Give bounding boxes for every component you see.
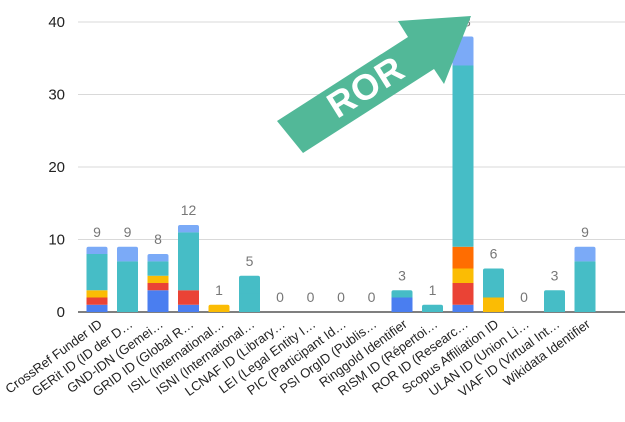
bar-segment xyxy=(178,232,199,291)
bar-segment xyxy=(86,290,108,298)
bar-segment xyxy=(86,304,108,312)
bar-total-label: 0 xyxy=(368,289,376,305)
bar-total-label: 0 xyxy=(520,289,528,305)
bar-segment xyxy=(452,304,474,312)
bar-segment xyxy=(391,297,413,312)
bar-total-label: 0 xyxy=(337,289,345,305)
bar-segment xyxy=(452,283,474,305)
y-tick-label: 10 xyxy=(48,232,65,249)
y-tick-label: 30 xyxy=(48,87,65,104)
bar-segment-fill xyxy=(86,250,108,254)
bar-segment-fill xyxy=(117,254,138,262)
y-tick-label: 40 xyxy=(48,14,65,31)
bar-segment-fill xyxy=(574,254,596,262)
bar-segment-fill xyxy=(452,51,474,66)
y-tick-label: 0 xyxy=(57,304,65,321)
bar-segment-fill xyxy=(544,301,565,312)
bar-total-label: 3 xyxy=(551,267,559,283)
bar-segment-fill xyxy=(483,283,504,298)
bar-segment xyxy=(117,261,138,312)
bar-total-label: 0 xyxy=(276,289,284,305)
bar-total-label: 0 xyxy=(307,289,315,305)
bars xyxy=(86,36,596,312)
bar-segment-fill xyxy=(178,228,199,233)
bar-segment xyxy=(452,65,474,247)
ror-annotation-arrow: ROR xyxy=(277,16,471,153)
bar-segment-fill xyxy=(147,257,169,262)
gridlines xyxy=(78,21,625,313)
bar-segment-fill xyxy=(422,308,443,312)
bar-total-label: 3 xyxy=(398,267,406,283)
bar-total-label: 6 xyxy=(490,246,498,262)
bar-segment-fill xyxy=(208,308,230,312)
bar-total-label: 9 xyxy=(93,224,101,240)
bar-total-label: 9 xyxy=(581,224,589,240)
bar-total-label: 5 xyxy=(246,253,254,269)
bar-segment xyxy=(574,261,596,312)
bar-segment xyxy=(178,290,199,305)
arrow-shape xyxy=(277,16,471,153)
y-tick-label: 20 xyxy=(48,159,65,176)
bar-total-label: 1 xyxy=(215,282,223,298)
bar-total-label: 8 xyxy=(154,231,162,247)
bar-segment-fill xyxy=(239,293,260,312)
bar-segment xyxy=(483,297,504,312)
y-axis: 0 10 20 30 40 xyxy=(48,14,65,321)
bar-segment xyxy=(147,275,169,283)
bar-segment xyxy=(86,254,108,291)
bar-total-label: 1 xyxy=(429,282,437,298)
bar-segment xyxy=(178,304,199,312)
bar-segment xyxy=(452,246,474,269)
bar-segment xyxy=(147,261,169,276)
bar-segment xyxy=(147,290,169,312)
bar-total-label: 12 xyxy=(181,202,197,218)
bar-segment xyxy=(147,283,169,291)
bar-segment xyxy=(86,297,108,305)
bar-segment-fill xyxy=(391,293,413,298)
bar-total-label: 9 xyxy=(124,224,132,240)
total-labels: 9981215000031386039 xyxy=(93,14,589,306)
bar-segment xyxy=(452,268,474,283)
